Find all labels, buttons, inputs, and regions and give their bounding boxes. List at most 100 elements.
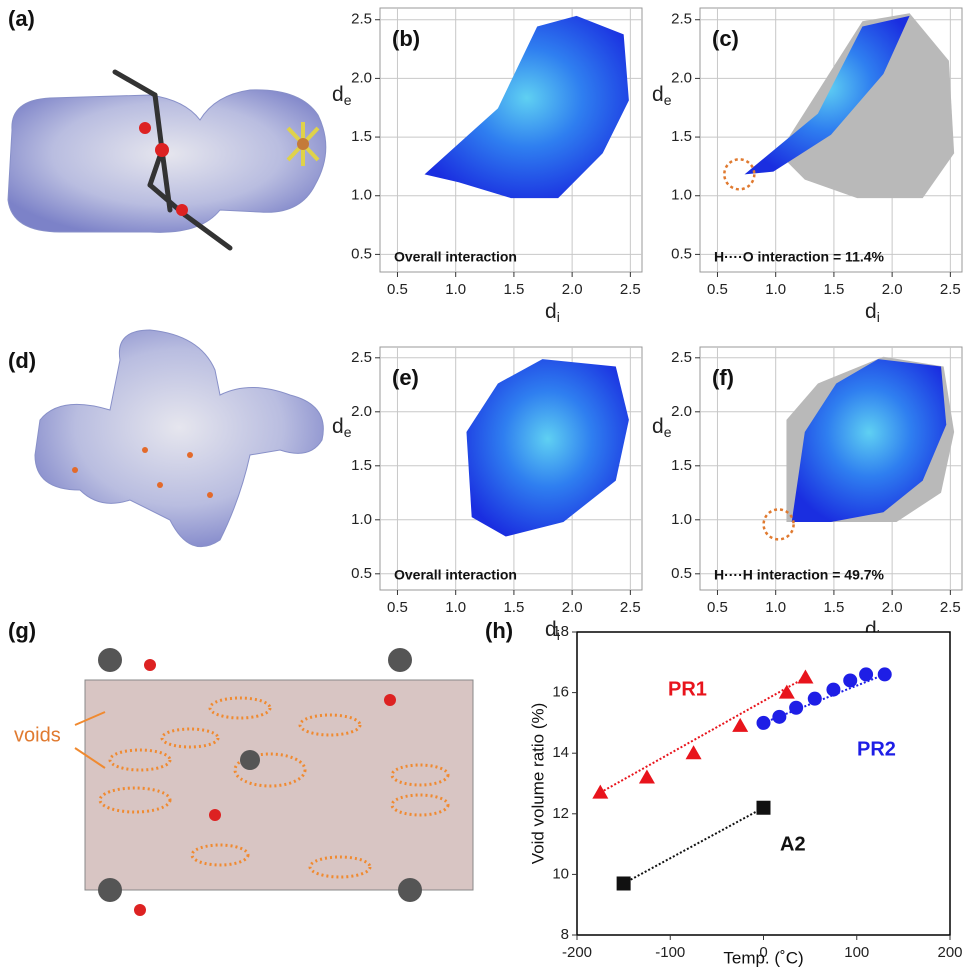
- series-label: A2: [780, 833, 806, 855]
- x-tick-label: 2.5: [620, 281, 641, 298]
- marker: [592, 784, 609, 799]
- y-axis-label-main: d: [332, 83, 344, 106]
- annotation: Overall interaction: [394, 567, 517, 583]
- x-axis-label-main: d: [545, 618, 557, 641]
- y-tick-label: 1.0: [671, 187, 692, 204]
- x-tick-label: 1.5: [823, 281, 844, 298]
- y-axis-label-main: d: [652, 415, 664, 438]
- x-tick-label: 1.0: [445, 599, 466, 616]
- x-tick-label: 0: [759, 944, 767, 961]
- y-axis-label-sub: e: [344, 92, 352, 108]
- y-tick-label: 2.5: [671, 349, 692, 366]
- x-tick-label: 2.5: [940, 599, 961, 616]
- x-tick-label: 1.5: [823, 599, 844, 616]
- y-tick-label: 0.5: [671, 565, 692, 582]
- annotation: Overall interaction: [394, 249, 517, 265]
- panel-label: (e): [392, 365, 419, 390]
- x-tick-label: 0.5: [707, 599, 728, 616]
- panel-label: (g): [8, 618, 36, 643]
- x-axis-label-sub: i: [557, 309, 560, 325]
- y-tick-label: 2.0: [671, 403, 692, 420]
- y-tick-label: 0.5: [351, 245, 372, 262]
- marker: [789, 700, 804, 715]
- molecule-a: [7, 69, 327, 251]
- x-tick-label: 1.5: [503, 599, 524, 616]
- highlight-circle: [723, 158, 756, 191]
- y-axis-label: de: [652, 83, 672, 108]
- y-tick-label: 2.0: [671, 69, 692, 86]
- panel-label: (c): [712, 26, 739, 51]
- y-tick-label: 18: [552, 623, 569, 640]
- marker: [797, 669, 814, 684]
- series-label: PR1: [668, 678, 707, 700]
- x-axis-label: di: [865, 300, 880, 325]
- marker: [807, 691, 822, 706]
- marker: [826, 682, 841, 697]
- panel-label: (a): [8, 6, 35, 31]
- marker: [772, 709, 787, 724]
- x-tick-label: 0.5: [387, 281, 408, 298]
- density-cloud: [791, 359, 947, 522]
- x-tick-label: 2.0: [562, 599, 583, 616]
- y-tick-label: 10: [552, 865, 569, 882]
- x-axis-label-sub: i: [877, 309, 880, 325]
- marker: [756, 715, 771, 730]
- marker: [756, 800, 771, 815]
- y-tick-label: 14: [552, 744, 569, 761]
- x-tick-label: 2.5: [620, 599, 641, 616]
- y-axis-label-main: d: [332, 415, 344, 438]
- y-axis-label-sub: e: [344, 424, 352, 440]
- x-axis-label: di: [545, 300, 560, 325]
- x-tick-label: -100: [655, 944, 685, 961]
- chart: -200 -100 0 100 200 8 10 12 14 16 18 (h) Temp. (˚C) V…: [485, 618, 963, 968]
- marker: [877, 667, 892, 682]
- panel-label: (f): [712, 365, 734, 390]
- panel-label: (h): [485, 618, 513, 643]
- x-tick-label: 1.0: [445, 281, 466, 298]
- x-tick-label: 1.0: [765, 281, 786, 298]
- y-tick-label: 0.5: [671, 245, 692, 262]
- x-tick-label: 0.5: [707, 281, 728, 298]
- trend-line: [623, 806, 764, 885]
- y-tick-label: 1.0: [351, 187, 372, 204]
- chart: 0.5 1.0 1.5 2.0 2.5 0.5 1.0 1.5 2.0 2.5 (e) Overall…: [332, 346, 643, 643]
- x-tick-label: 200: [937, 944, 962, 961]
- y-tick-label: 8: [561, 926, 569, 943]
- x-tick-label: 100: [844, 944, 869, 961]
- x-tick-label: 2.0: [882, 281, 903, 298]
- panel-label: (d): [8, 348, 36, 373]
- panel-label: (b): [392, 26, 420, 51]
- x-tick-label: 2.5: [940, 281, 961, 298]
- x-tick-label: 2.0: [882, 599, 903, 616]
- y-tick-label: 1.5: [351, 457, 372, 474]
- density-cloud-background: [778, 13, 955, 199]
- y-axis-label: de: [332, 415, 352, 440]
- plot-area: [576, 631, 951, 936]
- x-axis-label-main: d: [865, 300, 877, 323]
- density-cloud: [744, 15, 910, 175]
- marker: [859, 667, 874, 682]
- annotation: H····O interaction = 11.4%: [714, 249, 885, 265]
- y-tick-label: 1.0: [671, 511, 692, 528]
- marker: [685, 745, 702, 760]
- marker: [732, 717, 749, 732]
- x-axis-label-main: d: [545, 300, 557, 323]
- y-tick-label: 2.5: [351, 11, 372, 28]
- y-tick-label: 2.0: [351, 69, 372, 86]
- highlight-circle: [762, 508, 795, 541]
- trend-line: [599, 676, 806, 794]
- y-axis-label-sub: e: [664, 92, 672, 108]
- x-axis-label: di: [545, 618, 560, 643]
- x-tick-label: -200: [562, 944, 592, 961]
- marker: [638, 769, 655, 784]
- series-label: PR2: [857, 738, 896, 760]
- x-tick-label: 0.5: [387, 599, 408, 616]
- marker: [616, 876, 631, 891]
- x-tick-label: 1.0: [765, 599, 786, 616]
- y-axis-label: de: [332, 83, 352, 108]
- annotation: H····H interaction = 49.7%: [714, 567, 885, 583]
- x-tick-label: 1.5: [503, 281, 524, 298]
- annotation: voids: [14, 724, 61, 746]
- marker: [778, 684, 795, 699]
